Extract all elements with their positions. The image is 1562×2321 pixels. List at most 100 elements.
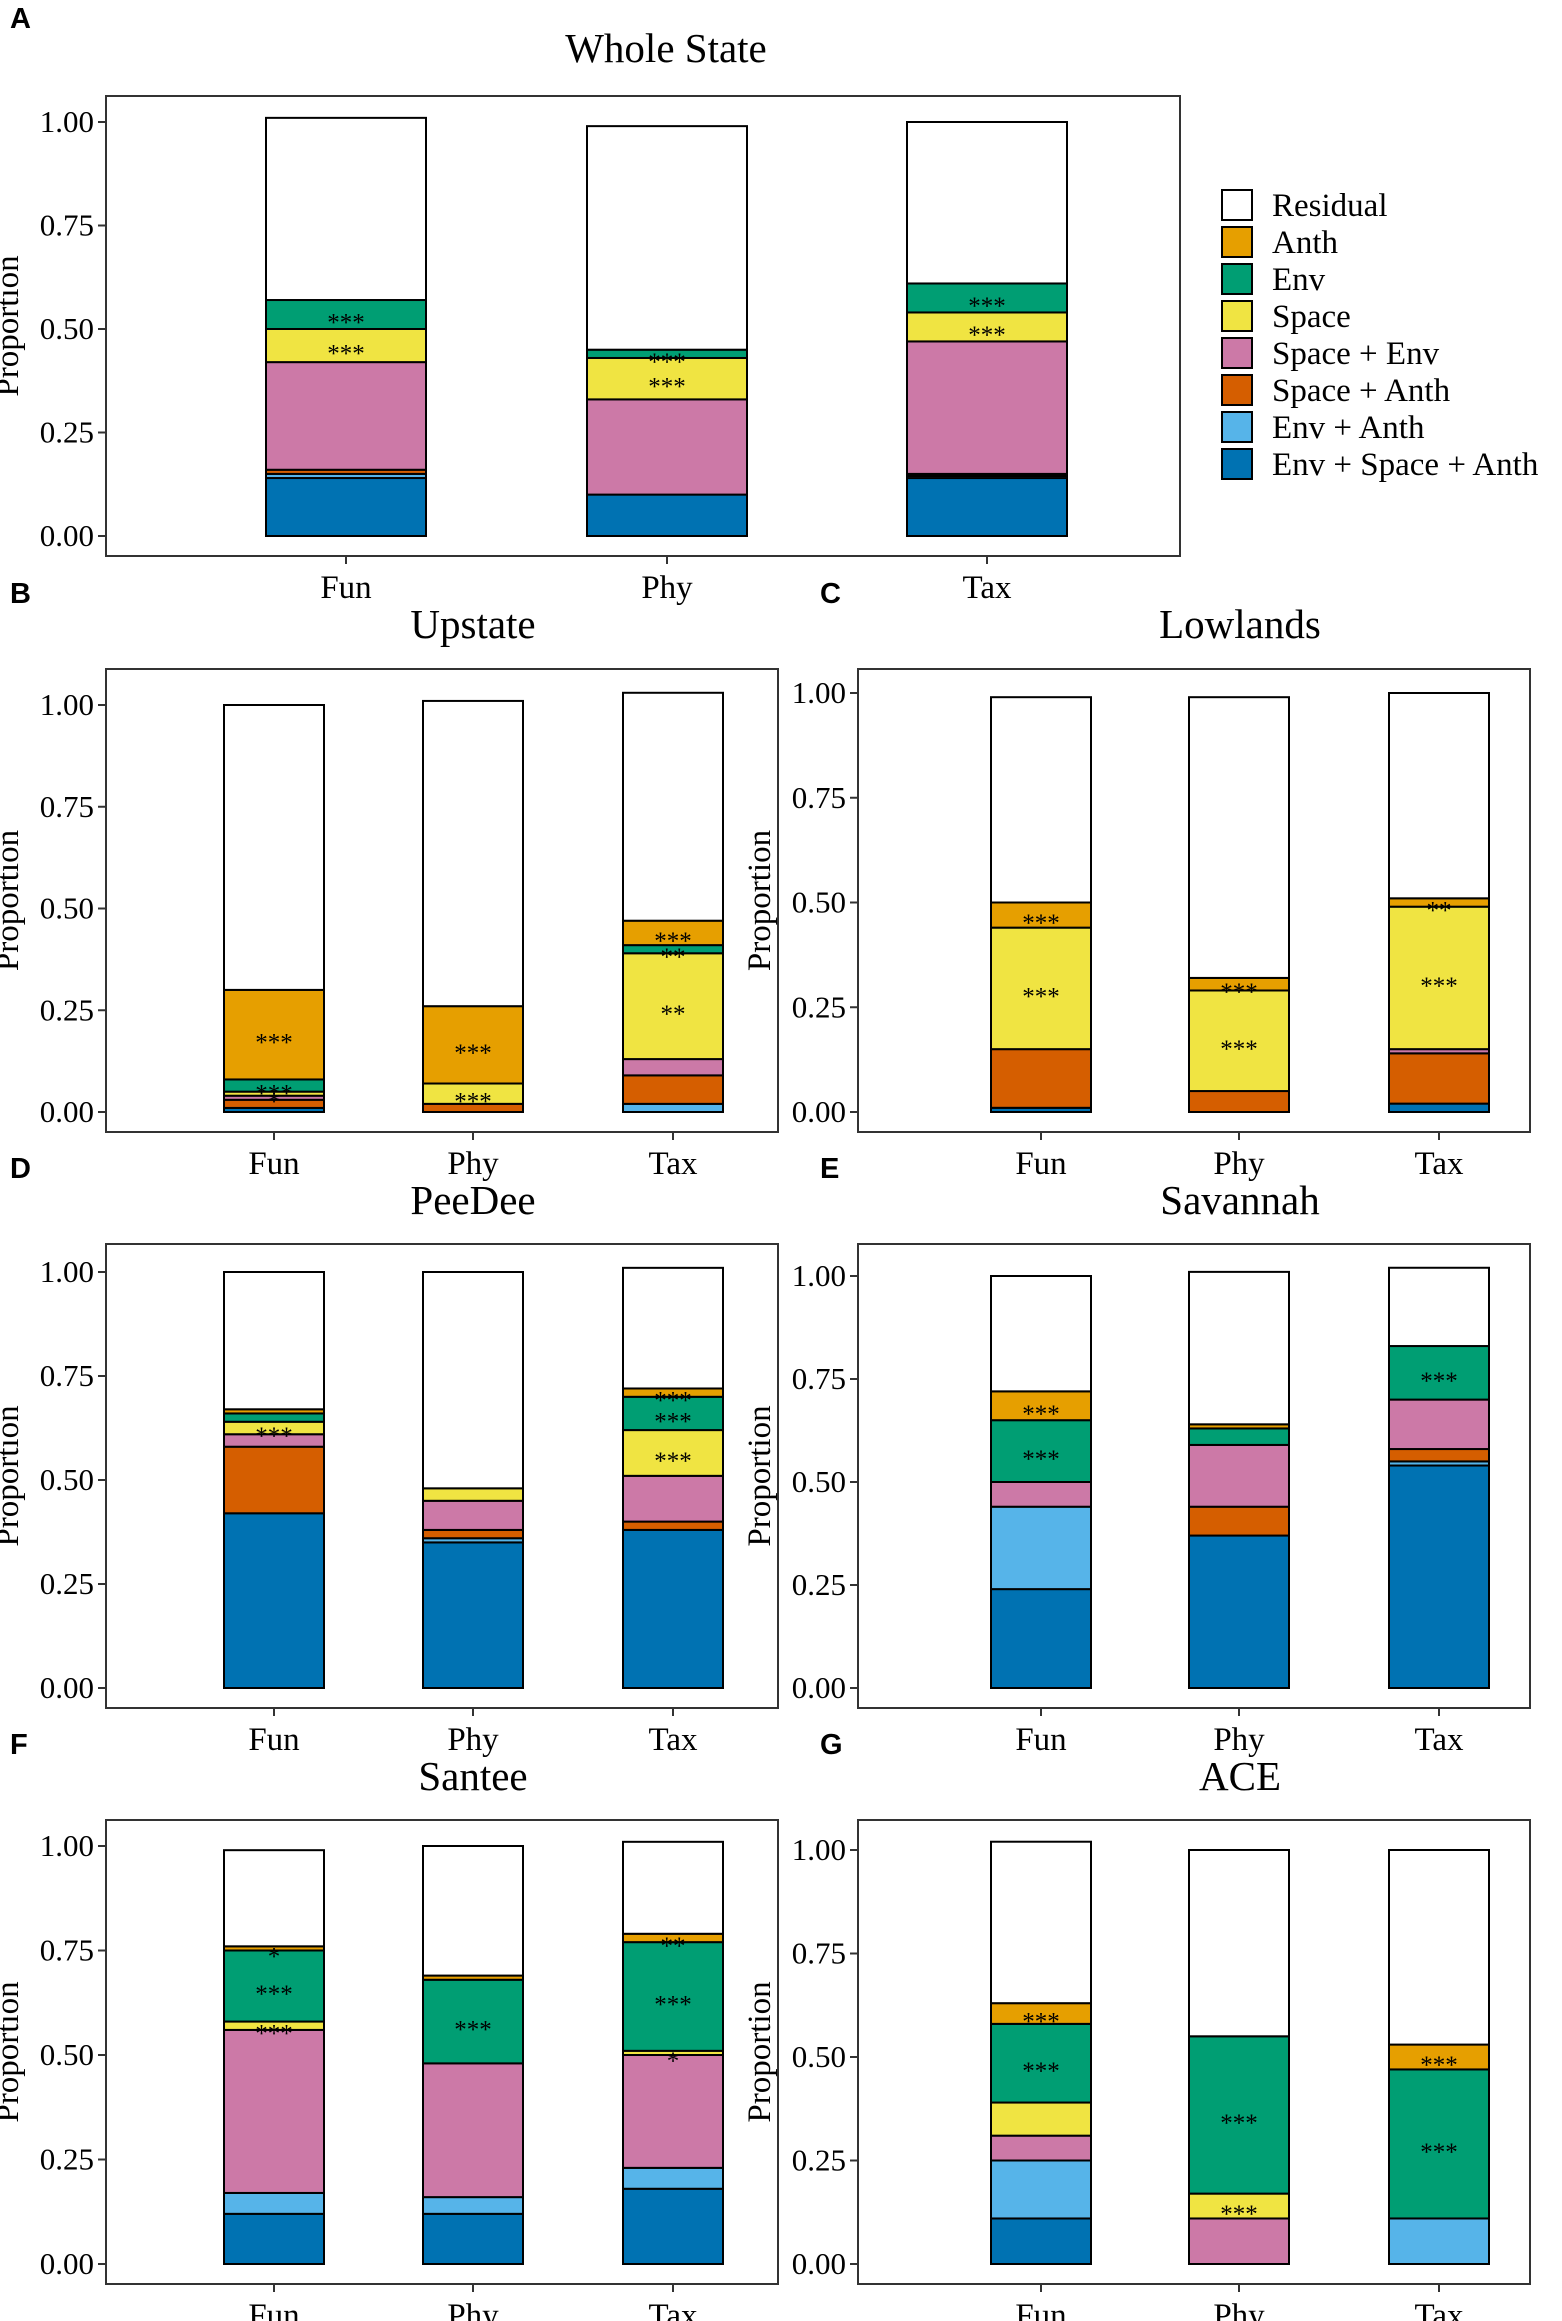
y-tick-label: 0.50 bbox=[40, 891, 94, 926]
panel-letter: F bbox=[10, 1729, 28, 1761]
significance-label: *** bbox=[1420, 2139, 1458, 2166]
bar-segment-fun-env-space-anth bbox=[223, 2212, 325, 2266]
y-axis-label: Proportion bbox=[0, 1405, 26, 1546]
x-tick-label: Fun bbox=[248, 2298, 299, 2321]
bar-segment-phy-space bbox=[1188, 989, 1290, 1093]
significance-label: *** bbox=[1420, 973, 1458, 1000]
panel-d: D PeeDee 0.00 0.25 0.50 0.75 1.00 Proportion Fun… bbox=[0, 1153, 779, 1758]
significance-label: * bbox=[268, 1943, 281, 1970]
significance-label: *** bbox=[654, 928, 692, 955]
x-tick-label: Phy bbox=[447, 2298, 499, 2321]
y-axis-label: Proportion bbox=[742, 830, 778, 971]
panel-title: Upstate bbox=[410, 601, 535, 647]
bar-segment-fun-env bbox=[990, 1419, 1092, 1483]
bar-segment-phy-env bbox=[422, 1978, 524, 2065]
bar-segment-tax-space-anth bbox=[1388, 1052, 1490, 1105]
bar-segment-tax-space-anth bbox=[622, 1520, 724, 1531]
y-tick-label: 0.00 bbox=[40, 2246, 94, 2281]
y-tick-label: 0.50 bbox=[40, 311, 94, 346]
bar-segment-fun-env-space-anth bbox=[990, 2217, 1092, 2265]
bar-segment-phy-space-env bbox=[1188, 1443, 1290, 1508]
y-axis-label: Proportion bbox=[0, 1981, 26, 2122]
bar-segment-phy-env bbox=[1188, 1427, 1290, 1446]
bar-segment-tax-residual bbox=[906, 121, 1068, 285]
plot-frame bbox=[105, 95, 1181, 557]
legend-swatch-anth bbox=[1221, 226, 1253, 258]
y-axis-label: Proportion bbox=[0, 830, 26, 971]
panel-a: A Whole State 0.00 0.25 0.50 0.75 1.00 Proporti… bbox=[0, 3, 1181, 606]
bar-segment-phy-space-env bbox=[422, 1499, 524, 1531]
panel-g: G ACE 0.00 0.25 0.50 0.75 1.00 Proportion Fun ***… bbox=[742, 1729, 1531, 2321]
bar-segment-tax-space-env bbox=[622, 1058, 724, 1077]
bar-segment-tax-space bbox=[1388, 905, 1490, 1051]
y-tick-label: 0.75 bbox=[40, 1358, 94, 1393]
bar-segment-fun-anth bbox=[990, 1390, 1092, 1422]
significance-label: ** bbox=[661, 944, 686, 971]
legend-swatch-env-anth bbox=[1221, 411, 1253, 443]
x-tick-label: Phy bbox=[447, 1146, 499, 1182]
bar-segment-fun-residual bbox=[990, 1840, 1092, 2005]
bar-segment-phy-space-anth bbox=[1188, 1505, 1290, 1537]
y-tick-label: 1.00 bbox=[792, 1258, 846, 1293]
bar-segment-tax-residual bbox=[622, 1266, 724, 1390]
y-tick-label: 0.25 bbox=[40, 992, 94, 1027]
bar-segment-fun-env bbox=[265, 299, 427, 330]
x-tick-label: Tax bbox=[648, 2298, 698, 2321]
significance-label: *** bbox=[327, 341, 365, 368]
bar-segment-phy-residual bbox=[586, 125, 748, 351]
y-tick-label: 1.00 bbox=[40, 1828, 94, 1863]
significance-label: *** bbox=[968, 322, 1006, 349]
bar-segment-tax-env-space-anth bbox=[1388, 1102, 1490, 1113]
bar-segment-fun-env bbox=[223, 1949, 325, 2023]
significance-label: * bbox=[667, 2048, 680, 2075]
bar-segment-tax-residual bbox=[622, 691, 724, 922]
bar-segment-fun-space-env bbox=[990, 2134, 1092, 2162]
x-tick-label: Fun bbox=[1015, 1146, 1066, 1182]
y-tick-label: 0.00 bbox=[792, 1094, 846, 1129]
x-tick-label: Tax bbox=[1414, 2298, 1464, 2321]
significance-label: *** bbox=[1220, 979, 1258, 1006]
x-tick-label: Tax bbox=[648, 1146, 698, 1182]
y-tick-label: 0.25 bbox=[40, 1566, 94, 1601]
legend-swatch-env-space-anth bbox=[1221, 448, 1253, 480]
panel-title: Savannah bbox=[1160, 1177, 1319, 1223]
panel-letter: G bbox=[820, 1729, 843, 1761]
bar-segment-phy-residual bbox=[1188, 1849, 1290, 2038]
significance-label: *** bbox=[1022, 983, 1060, 1010]
bar-segment-tax-env bbox=[622, 1941, 724, 2052]
bar-segment-fun-residual bbox=[990, 696, 1092, 904]
plot-frame bbox=[857, 1819, 1531, 2285]
significance-label: *** bbox=[255, 1030, 293, 1057]
significance-label: *** bbox=[648, 374, 686, 401]
x-tick-label: Phy bbox=[1213, 1722, 1265, 1758]
bar-segment-tax-residual bbox=[1388, 1266, 1490, 1348]
y-tick-label: 0.00 bbox=[40, 1094, 94, 1129]
bar-segment-phy-env-space-anth bbox=[422, 2212, 524, 2266]
panel-title: Whole State bbox=[565, 25, 767, 71]
bar-segment-phy-space bbox=[422, 1487, 524, 1502]
bar-segment-fun-anth bbox=[223, 988, 325, 1081]
legend-label: Space + Anth bbox=[1272, 373, 1451, 409]
bar-segment-fun-residual bbox=[223, 1849, 325, 1948]
bar-segment-tax-residual bbox=[1388, 1849, 1490, 2046]
x-tick-label: Fun bbox=[1015, 1722, 1066, 1758]
panel-b: B Upstate 0.00 0.25 0.50 0.75 1.00 Proportion Fu… bbox=[0, 578, 779, 1182]
bar-segment-fun-env-anth bbox=[990, 1505, 1092, 1591]
significance-label: ** bbox=[661, 1933, 686, 1960]
x-tick-label: Fun bbox=[320, 570, 371, 606]
bar-segment-fun-env-space-anth bbox=[223, 1512, 325, 1690]
y-tick-label: 0.00 bbox=[40, 1670, 94, 1705]
panel-letter: C bbox=[820, 578, 841, 610]
y-tick-label: 1.00 bbox=[40, 104, 94, 139]
legend-label: Anth bbox=[1272, 225, 1339, 261]
plot-frame bbox=[857, 1243, 1531, 1709]
y-axis-label: Proportion bbox=[742, 1981, 778, 2122]
panel-title: Lowlands bbox=[1159, 601, 1321, 647]
significance-label: *** bbox=[255, 1981, 293, 2008]
bar-segment-fun-env-space-anth bbox=[265, 477, 427, 538]
bar-segment-phy-space-anth bbox=[1188, 1090, 1290, 1114]
significance-label: *** bbox=[255, 1423, 293, 1450]
bar-segment-phy-space-env bbox=[586, 398, 748, 496]
